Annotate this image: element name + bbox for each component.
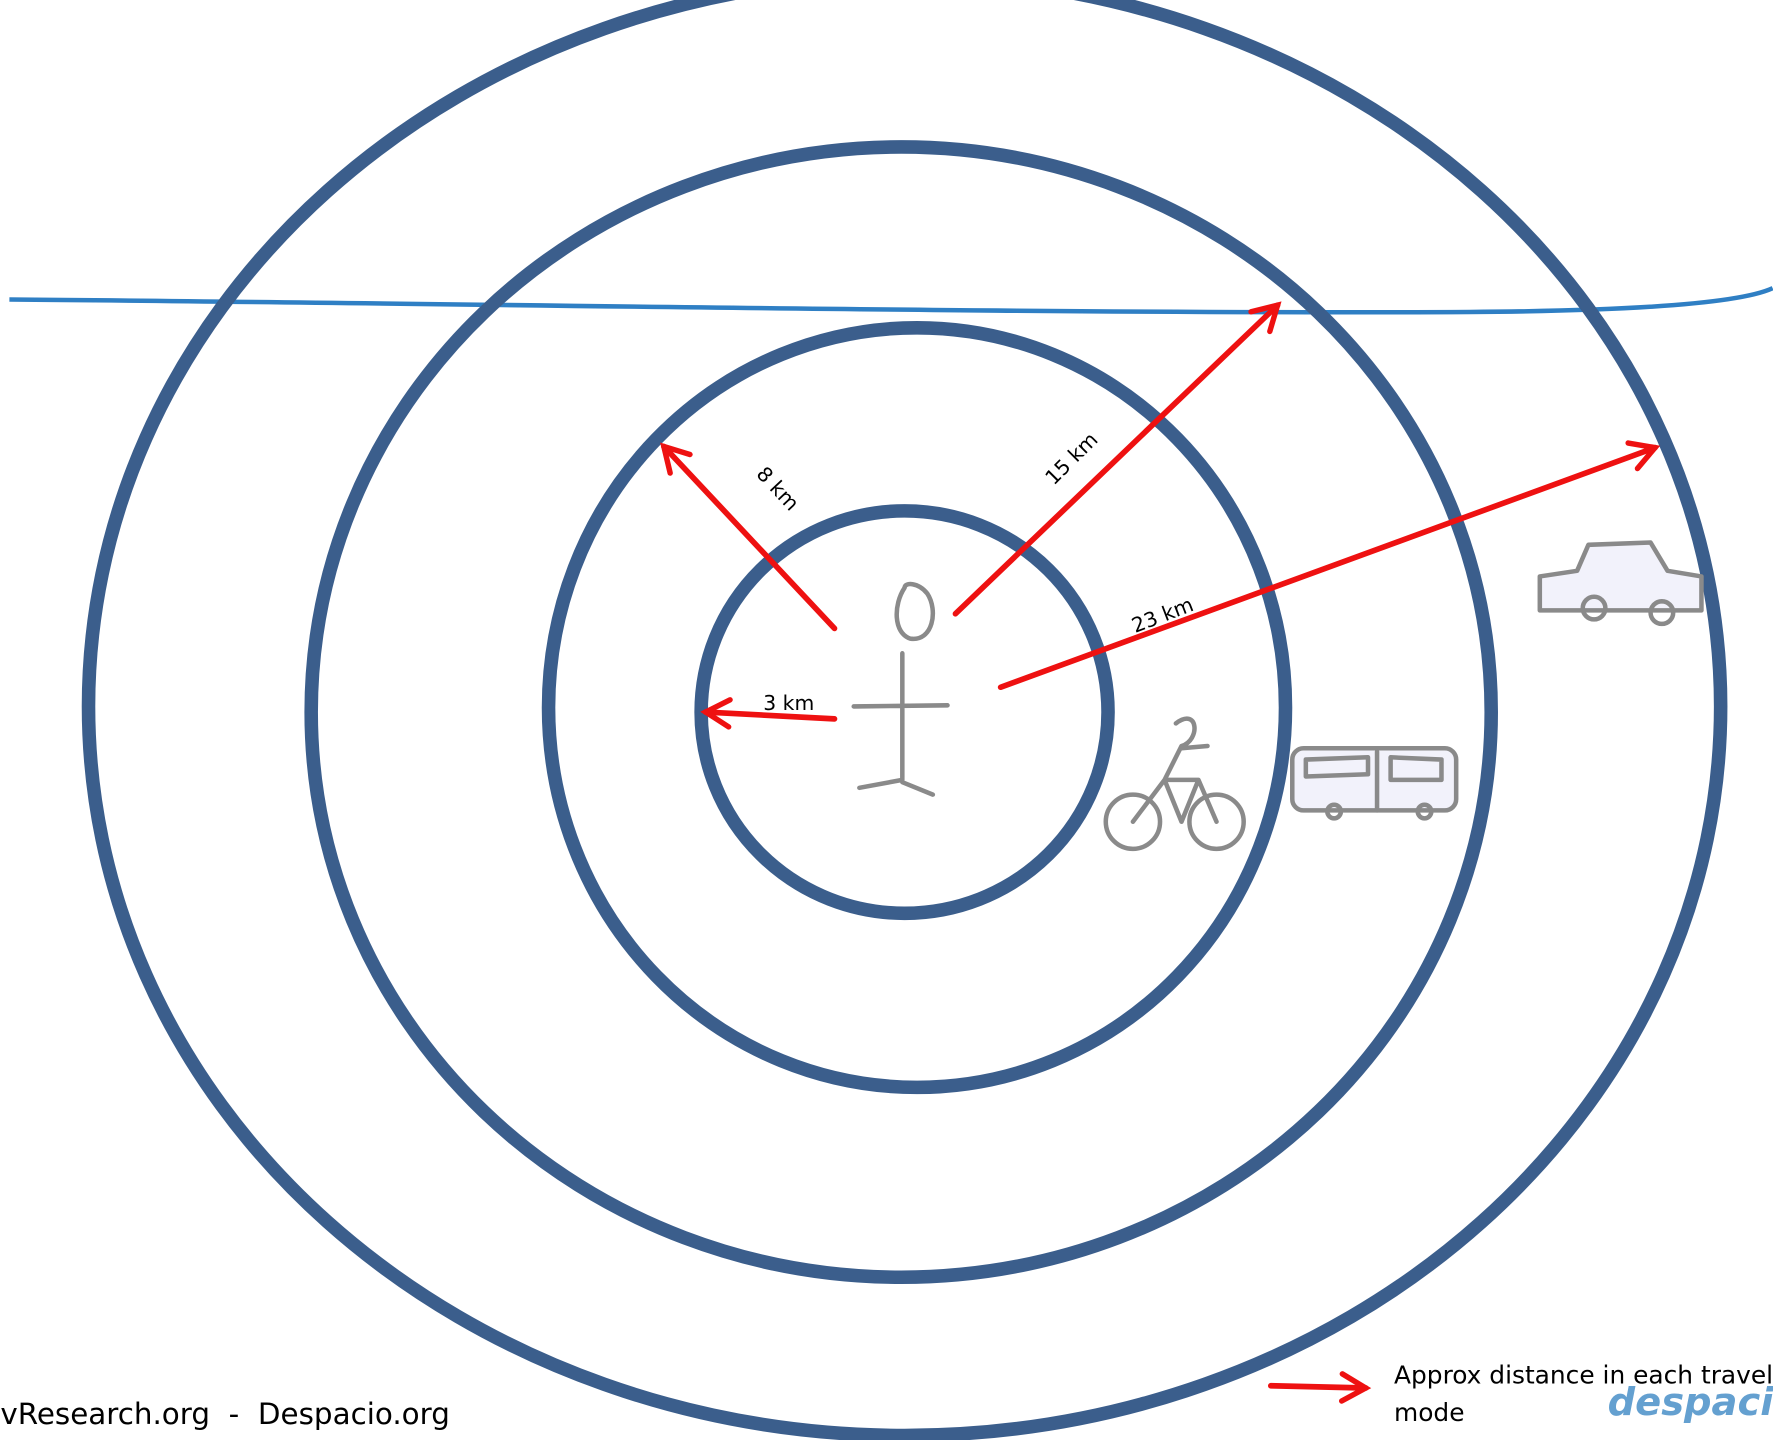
logo: despacio [1608, 1380, 1773, 1425]
bicycle-sketch [1106, 719, 1244, 849]
distance-label: 3 km [763, 691, 814, 715]
distance-label: 8 km [752, 462, 804, 516]
boundary-line [9, 288, 1772, 312]
arrow-15km [955, 305, 1277, 614]
bus-sketch [1292, 748, 1456, 818]
legend-arrow [1271, 1386, 1366, 1388]
car-sketch [1540, 543, 1702, 624]
stick-figure [854, 584, 948, 795]
legend-text: mode [1394, 1398, 1465, 1427]
page: 3 km 8 km 15 km 23 km Approx distance in… [0, 0, 1773, 1440]
arrow-23km [1001, 448, 1655, 688]
diagram: 3 km 8 km 15 km 23 km Approx distance in… [0, 0, 1773, 1440]
footer-text: vResearch.org - Despacio.org [0, 1397, 450, 1431]
